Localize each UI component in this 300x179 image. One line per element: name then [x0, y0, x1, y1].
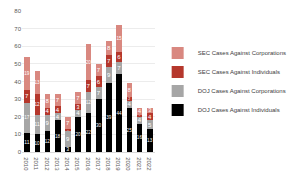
svg-text:9: 9: [66, 136, 70, 142]
svg-text:3: 3: [148, 107, 151, 113]
svg-text:0: 0: [18, 149, 22, 155]
svg-text:17: 17: [24, 115, 30, 120]
svg-text:SEC Cases Against Individuals: SEC Cases Against Individuals: [198, 69, 280, 75]
svg-text:7: 7: [76, 95, 80, 101]
svg-text:2: 2: [128, 97, 130, 101]
svg-text:7: 7: [117, 65, 121, 71]
svg-text:6: 6: [97, 79, 101, 85]
svg-text:8: 8: [46, 98, 50, 104]
svg-text:12: 12: [35, 102, 41, 107]
svg-text:2019: 2019: [115, 157, 121, 171]
svg-text:70: 70: [14, 26, 21, 32]
svg-text:1: 1: [139, 114, 140, 116]
svg-text:1: 1: [67, 129, 68, 131]
svg-text:40: 40: [14, 79, 21, 85]
svg-text:80: 80: [14, 8, 21, 14]
svg-text:7: 7: [107, 58, 111, 64]
svg-text:13: 13: [35, 80, 41, 85]
svg-text:DOJ Cases Against Corporations: DOJ Cases Against Corporations: [198, 88, 286, 94]
svg-text:2022: 2022: [146, 157, 152, 171]
svg-text:4: 4: [56, 114, 60, 120]
svg-text:9: 9: [46, 120, 50, 126]
svg-text:20: 20: [86, 60, 92, 65]
svg-text:15: 15: [116, 36, 122, 41]
svg-text:10: 10: [14, 131, 21, 137]
svg-text:3: 3: [77, 104, 80, 110]
svg-text:16: 16: [137, 135, 143, 140]
svg-text:2013: 2013: [54, 157, 60, 171]
svg-text:2020: 2020: [125, 157, 131, 171]
svg-text:5: 5: [148, 122, 152, 128]
svg-text:2012: 2012: [44, 157, 50, 171]
svg-text:60: 60: [14, 43, 21, 49]
svg-text:22: 22: [86, 130, 92, 135]
svg-text:2015: 2015: [74, 157, 80, 171]
svg-text:2011: 2011: [33, 157, 39, 171]
svg-text:12: 12: [86, 100, 92, 105]
svg-text:10: 10: [35, 141, 41, 146]
svg-text:8: 8: [127, 87, 131, 93]
svg-text:7: 7: [66, 120, 70, 126]
svg-text:20: 20: [75, 132, 81, 137]
svg-text:11: 11: [35, 122, 40, 127]
svg-text:8: 8: [107, 45, 111, 51]
svg-text:18: 18: [55, 134, 61, 139]
svg-text:2016: 2016: [85, 157, 91, 171]
svg-text:50: 50: [14, 61, 21, 67]
svg-text:30: 30: [96, 123, 102, 128]
svg-text:2010: 2010: [23, 157, 29, 171]
svg-text:2021: 2021: [136, 157, 142, 171]
svg-text:9: 9: [107, 72, 111, 78]
svg-text:7: 7: [87, 83, 91, 89]
svg-text:4: 4: [56, 107, 60, 113]
svg-text:25: 25: [127, 128, 133, 133]
svg-text:4: 4: [138, 108, 142, 114]
svg-text:11: 11: [24, 140, 29, 145]
svg-text:4: 4: [127, 101, 131, 107]
svg-text:44: 44: [116, 111, 122, 116]
svg-text:3: 3: [66, 146, 69, 152]
svg-text:7: 7: [25, 93, 29, 99]
svg-text:7: 7: [97, 90, 101, 96]
svg-text:39: 39: [106, 115, 112, 120]
svg-text:7: 7: [97, 67, 101, 73]
svg-text:12: 12: [45, 139, 51, 144]
svg-text:4: 4: [46, 108, 50, 114]
svg-text:2014: 2014: [64, 157, 70, 171]
svg-text:4: 4: [148, 114, 152, 120]
svg-text:2017: 2017: [95, 157, 101, 171]
svg-text:DOJ Cases Against Individuals: DOJ Cases Against Individuals: [198, 107, 280, 113]
svg-text:7: 7: [56, 97, 60, 103]
svg-text:30: 30: [14, 96, 21, 102]
svg-text:4: 4: [138, 117, 142, 123]
svg-text:19: 19: [24, 71, 30, 76]
svg-text:4: 4: [76, 110, 80, 116]
svg-text:SEC Cases Against Corporations: SEC Cases Against Corporations: [198, 50, 286, 56]
svg-text:2018: 2018: [105, 157, 111, 171]
svg-text:6: 6: [117, 54, 121, 60]
svg-text:20: 20: [14, 114, 21, 120]
svg-text:13: 13: [147, 138, 153, 143]
